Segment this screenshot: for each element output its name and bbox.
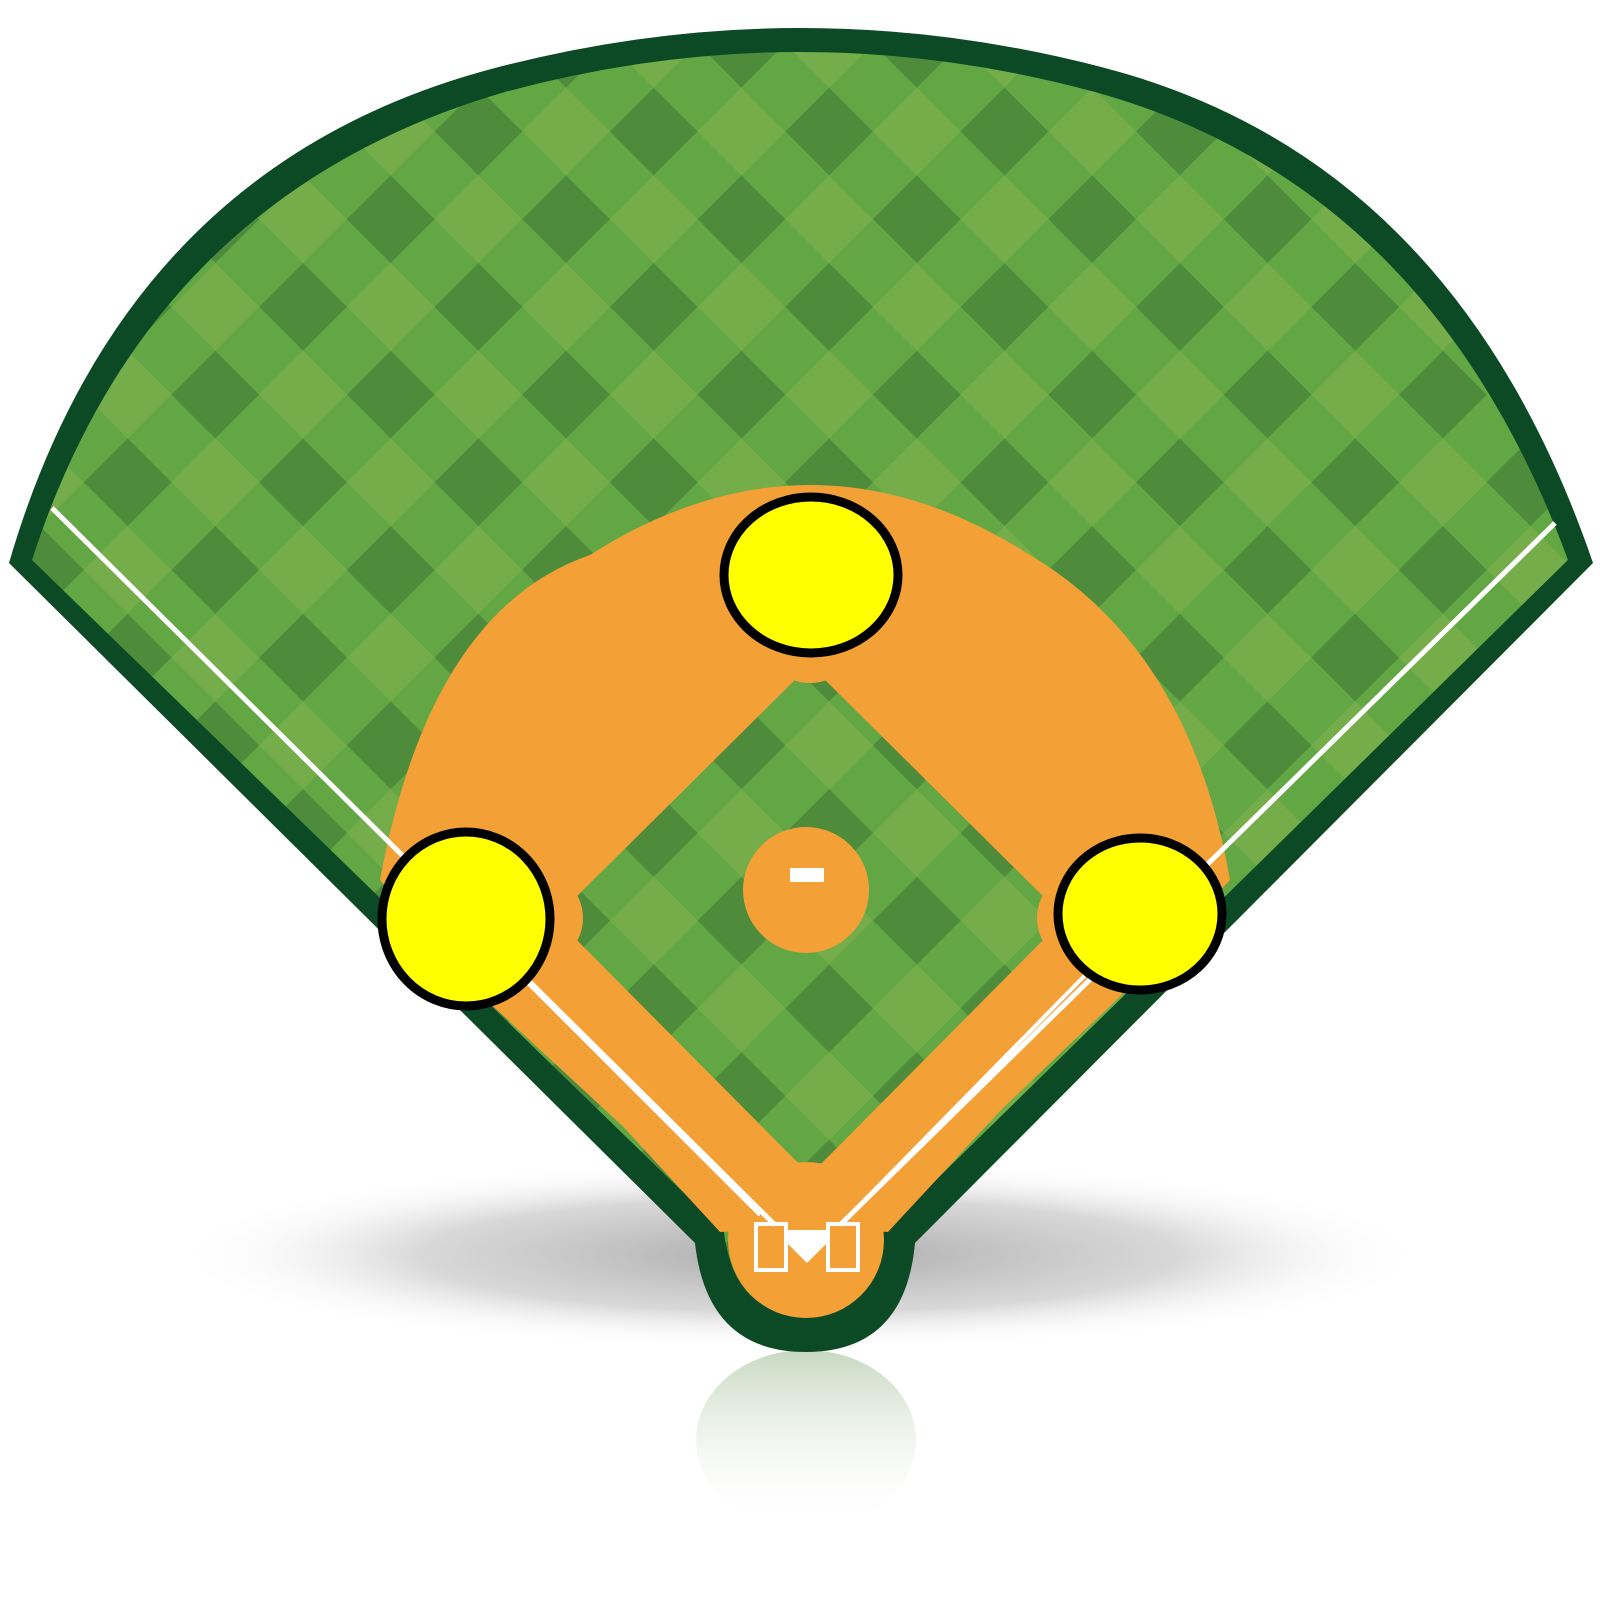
field-reflection <box>696 1350 916 1530</box>
third-base-marker[interactable] <box>377 827 555 1011</box>
home-plate-icon <box>788 1230 826 1263</box>
pitchers-mound <box>743 827 869 953</box>
second-base-marker[interactable] <box>719 492 903 658</box>
right-inner-line <box>848 958 1102 1217</box>
pitching-rubber-icon <box>790 868 824 882</box>
batters-box-icon <box>754 1222 788 1272</box>
first-base-marker[interactable] <box>1053 833 1227 995</box>
batters-box-icon <box>826 1222 860 1272</box>
left-inner-line <box>503 958 762 1217</box>
